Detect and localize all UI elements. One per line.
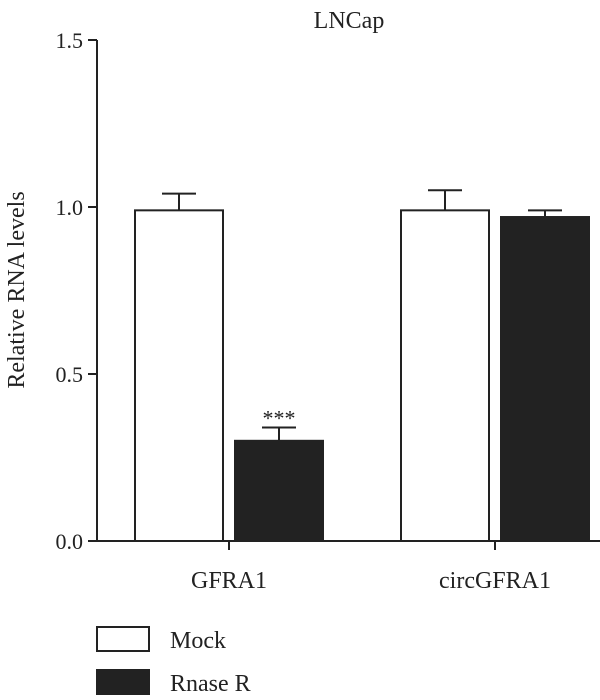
x-axis-categories: GFRA1 circGFRA1 — [191, 541, 551, 594]
bar-gfra1-rnase-r — [234, 439, 324, 542]
y-axis-title: Relative RNA levels — [4, 191, 30, 388]
y-tick-label: 1.5 — [56, 28, 84, 53]
y-tick-label: 1.0 — [56, 195, 84, 220]
y-tick-label: 0.0 — [56, 529, 84, 554]
y-axis: 0.0 0.5 1.0 1.5 — [56, 28, 97, 554]
y-tick-label: 0.5 — [56, 362, 84, 387]
bar-circgfra1-rnase-r — [500, 216, 590, 543]
chart-title: LNCap — [314, 8, 385, 34]
x-category-label: GFRA1 — [191, 568, 267, 594]
bars-group: *** — [134, 189, 590, 543]
legend-swatch — [96, 669, 150, 695]
bar-gfra1-mock — [134, 209, 224, 542]
legend-label: Mock — [170, 628, 226, 654]
x-category-label: circGFRA1 — [439, 568, 551, 594]
legend: Mock Rnase R — [96, 626, 251, 697]
legend-swatch — [96, 626, 150, 652]
bar-circgfra1-mock — [400, 209, 490, 542]
legend-label: Rnase R — [170, 671, 251, 697]
significance-marker: *** — [263, 405, 296, 430]
